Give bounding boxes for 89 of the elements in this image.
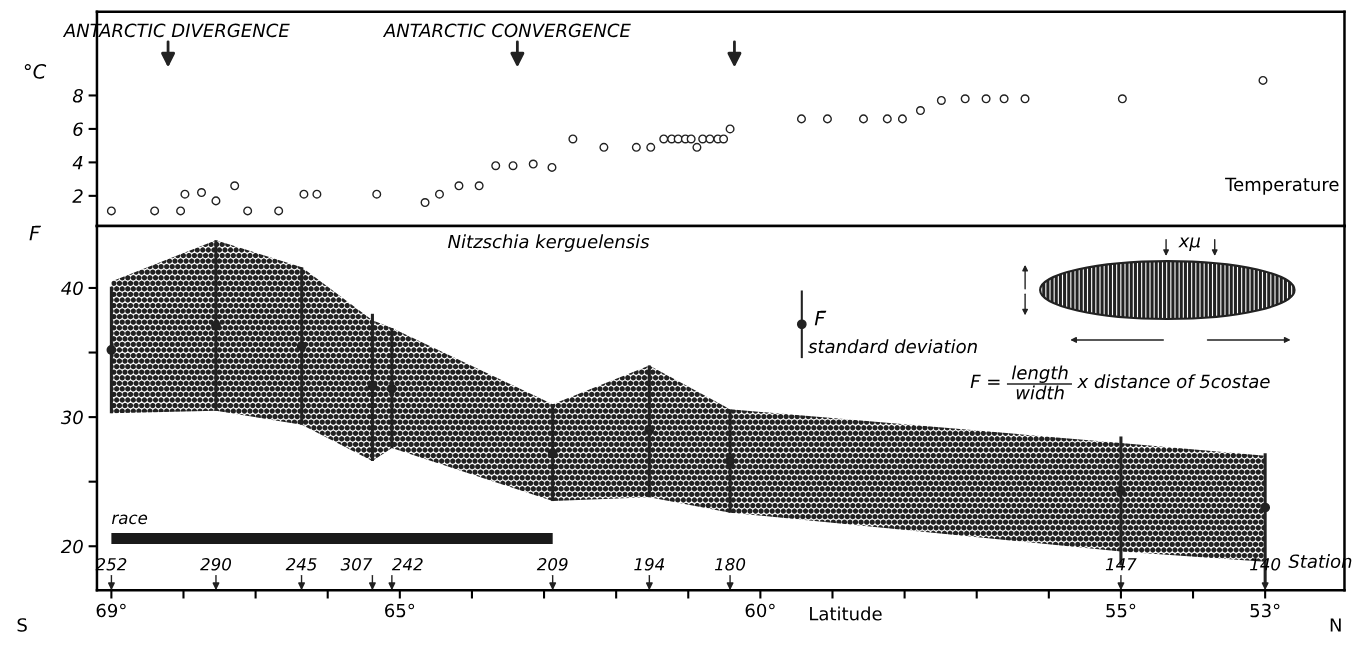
annotation: 180 <box>714 557 746 571</box>
x-tick-label: 53° <box>1250 603 1280 618</box>
point <box>719 134 729 144</box>
y-tick-label: 4 <box>72 156 83 170</box>
annotation: 194 <box>634 557 665 571</box>
point <box>686 134 696 144</box>
point <box>1116 485 1126 496</box>
point <box>106 345 117 355</box>
point <box>211 320 221 331</box>
y-axis-title: F̄ <box>29 225 41 241</box>
point <box>230 181 240 191</box>
x-tick-label: 60° <box>745 603 775 618</box>
point <box>858 114 869 124</box>
y-tick-label: 40 <box>61 281 83 296</box>
point <box>705 134 715 144</box>
point <box>367 381 378 391</box>
point <box>568 134 578 144</box>
annotation: 245 <box>285 557 317 571</box>
annotation: 290 <box>200 557 232 571</box>
point <box>725 124 735 134</box>
point <box>434 189 444 199</box>
annotation: Temperature <box>1225 177 1339 195</box>
y-tick-label: 6 <box>73 122 83 137</box>
annotation: width <box>1016 385 1064 400</box>
point <box>474 181 484 191</box>
point <box>547 162 557 172</box>
point <box>299 189 309 199</box>
text: S <box>17 618 27 632</box>
y-axis-title: °C <box>24 64 47 79</box>
point <box>150 206 160 216</box>
point <box>631 142 641 152</box>
point <box>915 106 925 116</box>
annotation: xμ <box>1178 237 1201 252</box>
point <box>243 206 253 216</box>
point <box>822 114 832 124</box>
annotation: length <box>1011 365 1068 383</box>
point <box>387 383 397 394</box>
point <box>106 206 116 216</box>
y-tick-label: 2 <box>72 189 83 203</box>
point <box>1117 94 1127 104</box>
point <box>796 114 806 124</box>
point <box>176 206 186 216</box>
annotation: F = <box>970 374 1000 388</box>
annotation: 307 <box>340 557 373 571</box>
point <box>528 159 538 169</box>
y-tick-label: 30 <box>60 410 83 425</box>
point <box>372 189 382 199</box>
point <box>491 161 501 171</box>
point <box>936 95 946 105</box>
series-label: race <box>111 514 148 525</box>
annotation: ANTARCTIC CONVERGENCE <box>382 23 631 38</box>
point <box>312 189 322 199</box>
point <box>897 114 907 124</box>
point <box>211 196 221 206</box>
x-tick-label: 65° <box>385 603 415 618</box>
point <box>882 114 892 124</box>
point <box>420 198 430 208</box>
x-tick-label: 55° <box>1106 603 1136 618</box>
point <box>999 94 1009 104</box>
x-axis-title: Latitude <box>810 606 882 621</box>
point <box>659 134 669 144</box>
point <box>197 187 207 198</box>
point <box>981 94 991 104</box>
annotation: standard deviation <box>808 339 977 354</box>
text: N <box>1330 618 1341 632</box>
annotation: x distance of 5costae <box>1077 374 1270 389</box>
point <box>296 341 307 351</box>
point <box>692 142 702 152</box>
annotation: Nitzschia kerguelensis <box>448 234 650 252</box>
point <box>1260 502 1271 513</box>
y-tick-label: 8 <box>72 88 83 103</box>
point <box>960 94 970 104</box>
point <box>644 425 655 435</box>
annotation: 147 <box>1105 558 1137 571</box>
point <box>508 161 518 171</box>
legend-label: F̄ <box>814 310 827 326</box>
point <box>274 206 284 216</box>
y-tick-label: 20 <box>60 539 83 554</box>
point <box>1020 94 1030 104</box>
annotation: 209 <box>536 557 568 571</box>
point <box>547 448 558 459</box>
point <box>599 142 609 152</box>
point <box>454 181 464 191</box>
point <box>646 142 656 152</box>
annotation: 242 <box>391 557 423 571</box>
point <box>1258 75 1268 85</box>
point <box>725 456 735 466</box>
x-tick-label: 69° <box>96 603 126 618</box>
point <box>180 189 190 199</box>
